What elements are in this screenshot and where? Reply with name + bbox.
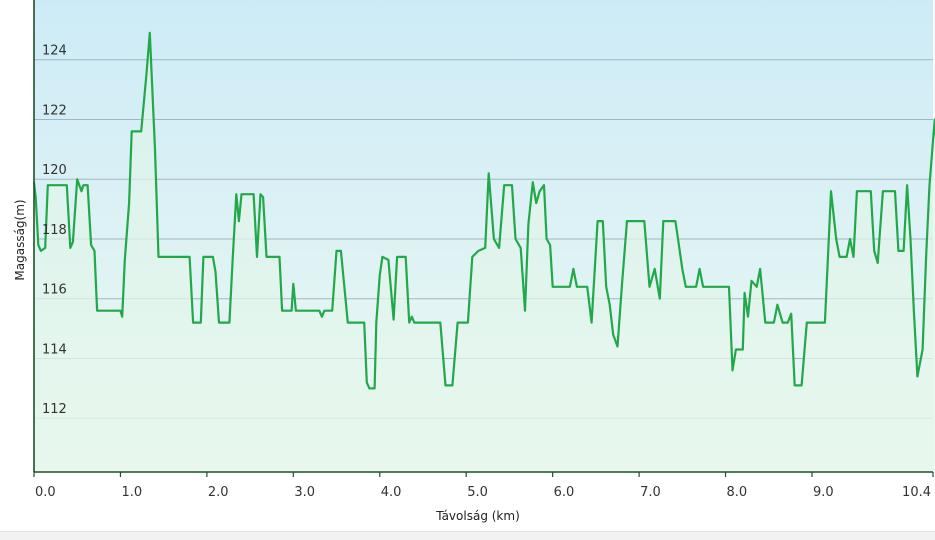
x-tick-label: 10.4 [902,485,931,500]
x-tick-label: 0.0 [35,485,56,500]
y-tick-label: 116 [42,283,67,298]
elevation-line [32,31,935,390]
y-tick-label: 124 [42,44,67,59]
x-tick-label: 3.0 [294,485,315,500]
footer-strip [0,531,935,540]
y-tick-label: 122 [42,103,67,118]
x-tick-label: 1.0 [121,485,142,500]
x-tick-label: 9.0 [813,485,834,500]
y-tick-label: 118 [42,223,67,238]
y-tick-label: 114 [42,342,67,357]
y-tick-label: 120 [42,163,67,178]
y-tick-label: 112 [42,402,67,417]
x-tick-label: 7.0 [640,485,661,500]
x-tick-label: 5.0 [467,485,488,500]
x-tick-label: 6.0 [554,485,575,500]
y-axis-ticks: 112 114 116 118 120 122 124 [42,44,67,417]
elevation-area-fill [34,32,935,472]
x-tick-label: 4.0 [381,485,402,500]
x-axis-title: Távolság (km) [435,509,520,523]
x-axis-ticks: 0.0 1.0 2.0 3.0 4.0 5.0 6.0 7.0 8.0 9.0 10.4 [33,472,934,500]
x-tick-label: 2.0 [208,485,229,500]
x-tick-label: 8.0 [727,485,748,500]
y-axis-title: Magasság(m) [13,199,27,280]
